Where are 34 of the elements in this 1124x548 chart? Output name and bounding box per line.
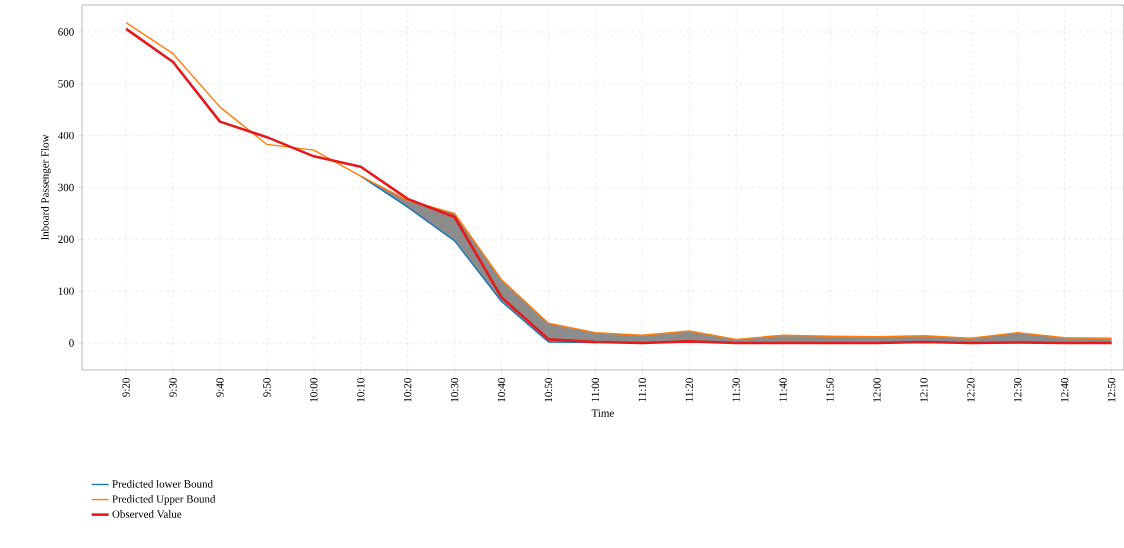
x-tick-label: 11:20 xyxy=(685,378,693,402)
y-axis-title: Inboard Passenger Flow xyxy=(40,134,51,241)
x-tick-label: 9:30 xyxy=(169,378,177,397)
x-tick-label: 11:10 xyxy=(638,378,647,402)
x-tick-label: 11:50 xyxy=(826,378,834,402)
y-tick-label: 600 xyxy=(58,28,74,36)
x-tick-label: 10:00 xyxy=(310,378,318,402)
x-tick-label: 12:10 xyxy=(920,378,928,402)
x-tick-label: 11:40 xyxy=(779,378,787,402)
y-tick-label: 300 xyxy=(58,183,74,192)
x-tick-label: 12:30 xyxy=(1014,378,1022,402)
x-tick-label: 9:40 xyxy=(216,378,224,397)
x-tick-label: 10:40 xyxy=(497,378,506,402)
x-tick-label: 12:00 xyxy=(873,378,881,402)
x-tick-label: 12:20 xyxy=(967,378,975,402)
y-tick-label: 400 xyxy=(58,131,74,140)
x-tick-label: 9:50 xyxy=(263,378,271,397)
y-tick-label: 500 xyxy=(58,80,74,88)
x-tick-label: 10:30 xyxy=(450,378,459,402)
x-tick-label: 10:20 xyxy=(403,378,412,402)
y-tick-label: 0 xyxy=(69,339,74,347)
legend-label: Predicted Upper Bound xyxy=(112,495,216,505)
x-axis-title: Time xyxy=(591,409,614,417)
x-tick-label: 9:20 xyxy=(122,378,130,397)
x-tick-label: 11:00 xyxy=(591,378,600,402)
y-tick-label: 200 xyxy=(58,235,74,244)
x-tick-label: 12:40 xyxy=(1060,378,1069,402)
x-tick-label: 10:10 xyxy=(357,378,365,402)
x-tick-label: 12:50 xyxy=(1107,378,1116,402)
x-tick-label: 11:30 xyxy=(732,378,740,402)
y-tick-label: 100 xyxy=(58,287,74,295)
x-tick-label: 10:50 xyxy=(544,378,553,402)
legend-label: Predicted lower Bound xyxy=(112,479,213,488)
legend-label: Observed Value xyxy=(112,510,182,518)
